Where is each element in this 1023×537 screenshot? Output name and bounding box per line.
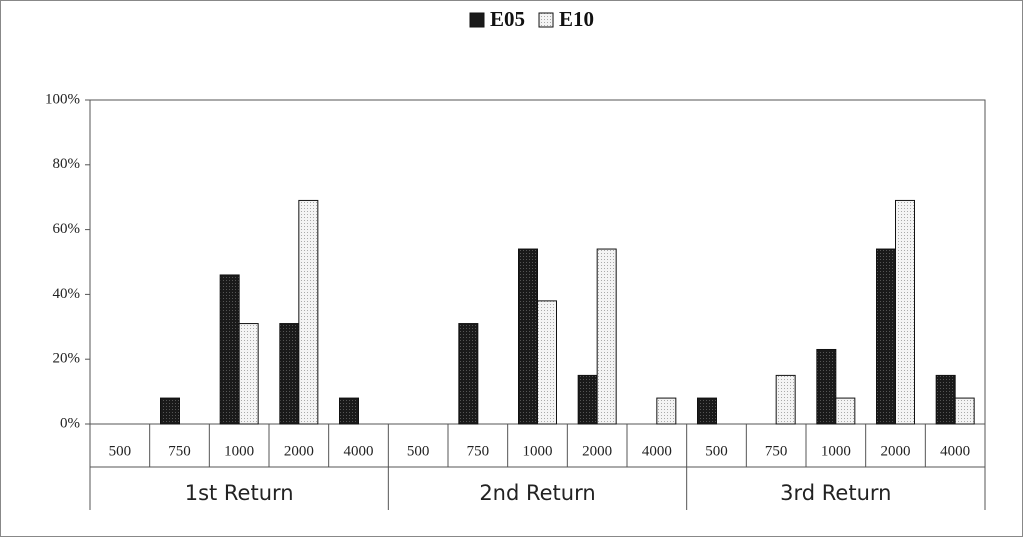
bar	[458, 323, 479, 425]
legend-swatch	[469, 12, 485, 28]
bar	[518, 248, 538, 425]
bar	[895, 199, 915, 425]
bar	[238, 323, 259, 425]
y-tick-label: 80%	[53, 156, 81, 172]
x-tick-label: 500	[407, 443, 430, 459]
bar	[697, 397, 717, 425]
x-tick-label: 2000	[582, 443, 612, 459]
legend-label: E05	[490, 7, 525, 31]
x-tick-label: 4000	[940, 443, 970, 459]
bar	[279, 323, 300, 425]
x-tick-label: 500	[705, 443, 728, 459]
y-tick-label: 0%	[60, 415, 80, 431]
y-tick-label: 100%	[45, 91, 80, 107]
bar	[935, 374, 956, 425]
bar	[954, 397, 975, 425]
group-label: 1st Return	[185, 481, 294, 505]
bar	[160, 397, 180, 425]
bar	[219, 274, 240, 425]
legend-label: E10	[559, 7, 594, 31]
x-tick-label: 500	[109, 443, 132, 459]
bar	[577, 374, 598, 425]
bar	[339, 397, 359, 425]
bar	[835, 397, 856, 425]
bar	[775, 374, 796, 425]
x-tick-label: 750	[467, 443, 490, 459]
x-tick-label: 4000	[642, 443, 672, 459]
bar	[816, 348, 837, 425]
x-tick-label: 1000	[821, 443, 851, 459]
x-tick-label: 750	[168, 443, 191, 459]
y-tick-label: 60%	[53, 221, 81, 237]
x-tick-label: 2000	[284, 443, 314, 459]
x-tick-label: 1000	[523, 443, 553, 459]
group-label: 3rd Return	[780, 481, 891, 505]
legend-swatch	[538, 12, 554, 28]
bar	[656, 397, 677, 425]
y-tick-label: 40%	[53, 286, 81, 302]
bar	[596, 248, 617, 425]
group-label: 2nd Return	[479, 481, 595, 505]
bar	[876, 248, 896, 425]
x-tick-label: 750	[765, 443, 788, 459]
x-tick-label: 1000	[224, 443, 254, 459]
x-tick-label: 4000	[344, 443, 374, 459]
y-tick-label: 20%	[53, 351, 81, 367]
bar	[298, 199, 319, 425]
x-tick-label: 2000	[881, 443, 911, 459]
bar	[537, 300, 557, 425]
